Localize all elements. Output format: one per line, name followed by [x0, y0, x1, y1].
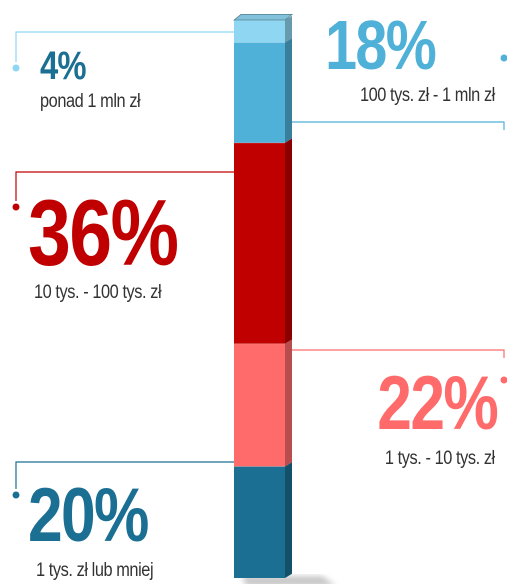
bar-segment-side-4 [285, 16, 292, 43]
bar-segment-22 [234, 344, 285, 467]
category-label-22: 1 tys. - 10 tys. zł [385, 449, 495, 468]
leader-line-22 [292, 350, 504, 358]
leader-dot-20 [13, 492, 20, 499]
value-label-20: 20% [28, 478, 148, 554]
category-label-20: 1 tys. zł lub mniej [36, 561, 153, 580]
leader-line-18 [292, 122, 504, 130]
bar-segment-4 [234, 20, 285, 42]
category-label-18: 100 tys. zł - 1 mln zł [360, 86, 495, 105]
bar-top-cap-outline [234, 14, 292, 20]
value-label-18: 18% [325, 10, 435, 80]
leader-dot-22 [501, 377, 507, 384]
bar-segment-20 [234, 466, 285, 578]
value-label-4: 4% [40, 46, 86, 86]
bar-segment-side-18 [285, 38, 292, 143]
bar-segment-side-36 [285, 139, 292, 344]
bar-segment-side-22 [285, 339, 292, 466]
value-label-36: 36% [28, 186, 177, 280]
value-label-22: 22% [377, 366, 497, 442]
leader-dot-4 [13, 65, 20, 72]
leader-dot-18 [501, 55, 507, 62]
bar-segment-18 [234, 42, 285, 142]
category-label-4: ponad 1 mln zł [40, 92, 140, 111]
bar-segment-36 [234, 143, 285, 344]
bar-segment-side-20 [285, 462, 292, 578]
leader-dot-36 [13, 204, 20, 211]
category-label-36: 10 tys. - 100 tys. zł [34, 283, 161, 302]
